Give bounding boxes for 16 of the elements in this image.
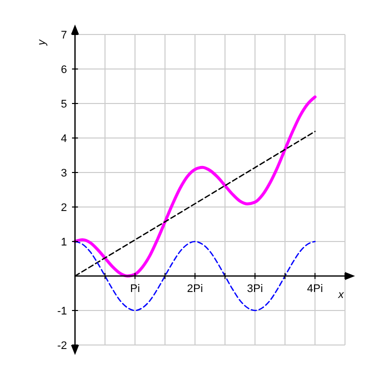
x-axis-title: x	[337, 289, 344, 301]
y-tick-label: 5	[60, 98, 67, 110]
y-tick-label: -2	[57, 340, 67, 352]
y-tick-label: 3	[60, 168, 67, 180]
line-series	[74, 95, 316, 278]
x-tick-label: 4Pi	[307, 283, 323, 295]
y-tick-label: 7	[60, 30, 67, 42]
y-tick-label: -1	[57, 306, 67, 318]
x-tick-label: Pi	[130, 283, 140, 295]
y-tick-label: 6	[60, 64, 67, 76]
x-tick-label: 3Pi	[247, 283, 263, 295]
x-tick-label: 2Pi	[187, 283, 203, 295]
y-tick-label: 4	[60, 133, 67, 145]
y-axis-title: y	[36, 38, 48, 46]
y-tick-label: 2	[60, 202, 67, 214]
y-tick-label: 1	[60, 236, 67, 248]
